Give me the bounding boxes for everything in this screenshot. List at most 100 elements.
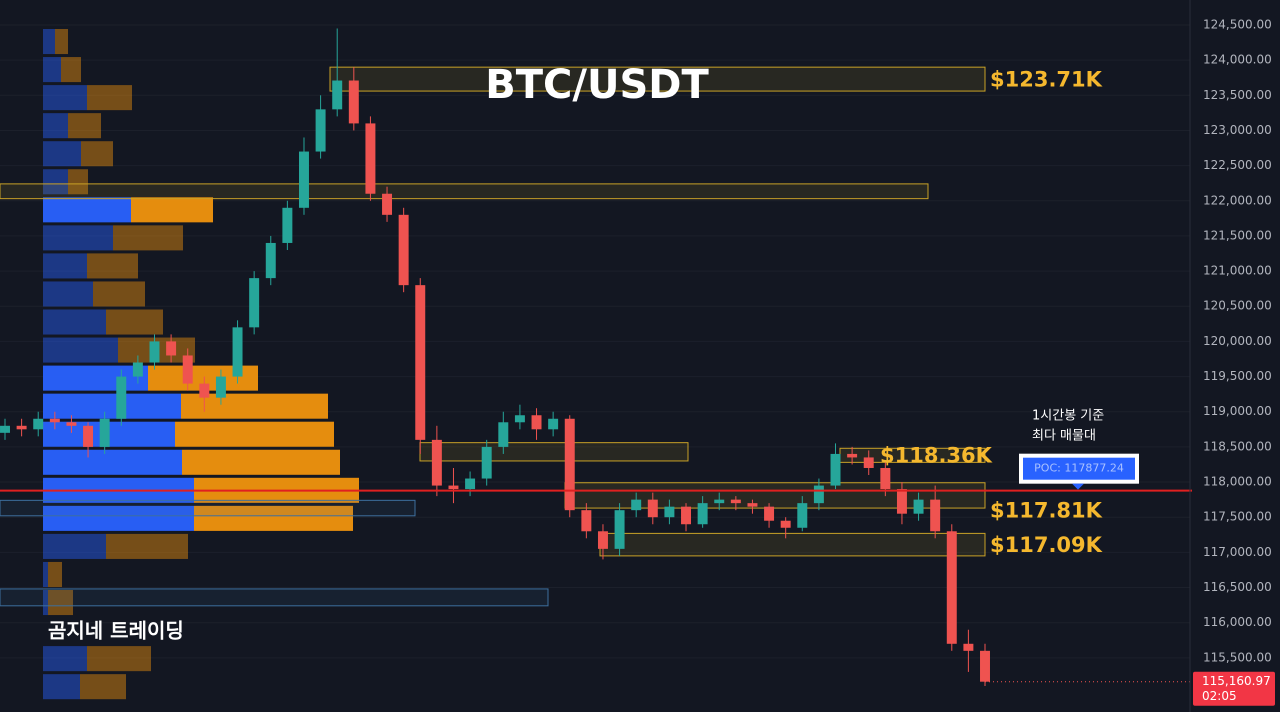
profile-buy [43,337,118,363]
profile-sell [68,113,101,139]
poc-box [1023,457,1135,480]
candle-body [581,510,592,532]
candle-body [166,341,177,356]
candle-body [714,499,725,504]
countdown-label: 02:05 [1202,689,1237,703]
y-tick-label: 121,500.00 [1203,228,1272,242]
profile-sell [106,309,163,335]
profile-buy [43,561,48,587]
profile-buy [43,590,48,616]
price-zone [0,499,416,517]
candle-body [830,453,841,486]
candle-body [631,499,642,511]
profile-buy [43,505,194,531]
profile-sell [80,674,126,700]
candle-body [465,478,476,490]
y-tick-label: 117,000.00 [1203,545,1272,559]
profile-sell [68,169,88,195]
candle-body [232,327,243,377]
y-tick-label: 123,500.00 [1203,88,1272,102]
poc-note: 최다 매물대 [1032,429,1096,444]
y-tick-label: 119,500.00 [1203,369,1272,383]
profile-buy [43,393,181,419]
profile-buy [43,674,80,700]
level-label: $123.71K [990,68,1103,92]
profile-buy [43,281,93,307]
candle-body [564,418,575,511]
candle-body [215,376,226,398]
profile-sell [61,57,81,83]
candle-body [847,453,858,458]
y-tick-label: 120,000.00 [1203,334,1272,348]
candle-body [282,207,293,243]
candle-body [448,485,459,490]
candle-body [149,341,160,363]
profile-sell [131,197,213,223]
profile-sell [113,225,183,251]
y-tick-label: 116,000.00 [1203,615,1272,629]
candle-body [913,499,924,514]
y-tick-label: 120,500.00 [1203,299,1272,313]
profile-buy [43,646,87,672]
candle-body [16,425,27,430]
y-tick-label: 122,000.00 [1203,193,1272,207]
y-tick-label: 119,000.00 [1203,404,1272,418]
candle-body [132,362,143,377]
candle-body [647,499,658,518]
candle-body [896,489,907,514]
profile-buy [43,449,182,475]
last-price-label: 115,160.97 [1202,674,1271,688]
candle-body [315,109,326,152]
candle-body [249,278,260,328]
candle-body [116,376,127,419]
profile-buy [43,365,148,391]
profile-sell [106,533,188,559]
candle-body [664,506,675,518]
profile-sell [81,141,113,167]
candle-body [398,214,409,286]
profile-sell [181,393,328,419]
candle-body [498,422,509,447]
profile-sell [87,646,151,672]
y-tick-label: 117,500.00 [1203,510,1272,524]
candle-body [863,457,874,468]
y-tick-label: 122,500.00 [1203,158,1272,172]
y-tick-label: 124,000.00 [1203,53,1272,67]
candle-body [332,80,343,110]
level-label: $118.36K [880,444,993,468]
candle-body [797,503,808,528]
candle-body [730,499,741,504]
y-tick-label: 121,000.00 [1203,264,1272,278]
candle-body [66,422,77,426]
candle-body [182,355,193,384]
profile-sell [55,29,68,55]
profile-buy [43,29,55,55]
candle-body [531,415,542,430]
candle-body [382,193,393,215]
candle-body [697,503,708,525]
profile-buy [43,197,131,223]
candle-body [49,418,60,423]
profile-buy [43,253,87,279]
candle-body [980,650,990,682]
candle-body [946,531,957,644]
profile-sell [48,561,62,587]
candle-body [0,425,10,433]
price-zone [0,183,929,200]
candle-body [780,520,791,528]
profile-sell [182,449,340,475]
level-label: $117.09K [990,533,1103,557]
candle-body [747,503,758,507]
last-price-box [1193,671,1275,706]
price-zone [329,66,986,92]
candle-body [199,383,210,398]
candle-body [431,439,442,486]
candle-body [963,643,974,651]
level-label: $117.81K [990,498,1103,522]
candle-body [813,485,824,504]
candle-body [348,80,359,124]
profile-sell [48,590,73,616]
